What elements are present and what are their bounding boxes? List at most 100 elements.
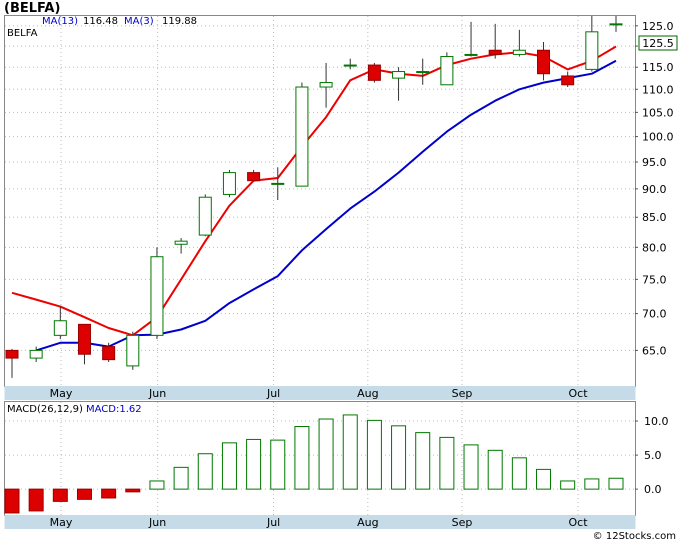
macd-bar-positive <box>487 449 503 490</box>
candle-body-up <box>174 240 188 245</box>
candle <box>440 52 454 86</box>
candle <box>247 169 261 182</box>
price-tick-label: 80.0 <box>642 241 667 254</box>
price-tick-label: 90.0 <box>642 183 667 196</box>
macd-bars <box>4 414 624 514</box>
macd-month-label: Jun <box>148 516 166 529</box>
macd-tick-label: 5.0 <box>644 449 662 462</box>
macd-bar-positive <box>197 453 213 490</box>
price-x-axis-band <box>4 386 636 400</box>
macd-bar-negative <box>76 488 92 500</box>
macd-bar-positive <box>270 439 286 490</box>
candle <box>537 41 551 81</box>
candle <box>585 16 599 72</box>
candle-body-down <box>77 323 91 355</box>
macd-bar-negative <box>4 488 20 514</box>
candle-body-up <box>198 196 212 236</box>
candle <box>150 247 164 340</box>
macd-bar-positive <box>536 468 552 490</box>
candle-body-up <box>343 64 357 67</box>
last-price-label: 125.5 <box>642 37 674 50</box>
macd-bar-negative <box>52 488 68 502</box>
macd-bar-positive <box>391 425 407 490</box>
macd-legend-params: MACD(26,12,9) <box>7 404 83 415</box>
macd-bar-negative <box>28 488 44 512</box>
price-tick-label: 85.0 <box>642 211 667 224</box>
candle-body-up <box>585 31 599 70</box>
candle-body-down <box>102 346 116 361</box>
price-tick-label: 105.0 <box>642 106 674 119</box>
macd-bar-positive <box>608 477 624 490</box>
price-tick-label: 95.0 <box>642 156 667 169</box>
candle-body-down <box>561 75 575 86</box>
macd-tick-label: 10.0 <box>644 415 669 428</box>
price-tick-label: 115.0 <box>642 61 674 74</box>
credit-text: © 12Stocks.com <box>592 531 676 542</box>
macd-legend-value: MACD:1.62 <box>86 404 142 415</box>
legend-ma13-label: MA(13) <box>42 16 78 27</box>
macd-bar-positive <box>173 466 189 490</box>
price-tick-label: 75.0 <box>642 273 667 286</box>
legend-ticker: BELFA <box>7 28 38 39</box>
macd-month-label: Oct <box>569 516 589 529</box>
price-tick-label: 100.0 <box>642 131 674 144</box>
candle <box>102 342 116 362</box>
chart-title: (BELFA) <box>4 1 61 16</box>
candle-body-up <box>319 82 333 88</box>
month-label: Jun <box>148 387 166 400</box>
price-tick-label: 125.0 <box>642 20 674 33</box>
candle <box>29 346 43 362</box>
macd-month-label: May <box>50 516 73 529</box>
candle-body-up <box>222 172 236 195</box>
macd-x-axis: May Jun Jul Aug Sep Oct <box>50 516 589 529</box>
candle-body-up <box>416 71 430 74</box>
legend-ma13-value: 116.48 <box>83 16 118 27</box>
candle-body-up <box>29 349 43 359</box>
candle <box>609 16 623 32</box>
macd-bar-positive <box>584 478 600 490</box>
macd-bar-positive <box>415 432 431 490</box>
price-tick-label: 110.0 <box>642 83 674 96</box>
macd-bar-positive <box>463 444 479 490</box>
candle <box>343 58 357 70</box>
month-label: Sep <box>452 387 473 400</box>
candle-body-up <box>295 86 309 187</box>
macd-bar-positive <box>342 414 358 490</box>
candle <box>561 71 575 88</box>
macd-bar-positive <box>318 418 334 490</box>
candle-body-down <box>367 64 381 81</box>
candle <box>512 29 526 57</box>
macd-bar-positive <box>511 457 527 490</box>
candle-body-down <box>488 49 502 55</box>
candle <box>367 62 381 83</box>
macd-month-label: Sep <box>452 516 473 529</box>
legend-ma3-value: 119.88 <box>162 16 197 27</box>
month-label: Jul <box>266 387 280 400</box>
candle-body-up <box>392 71 406 79</box>
candle-body-down <box>5 349 19 359</box>
macd-bar-positive <box>246 438 262 490</box>
candle <box>126 331 140 370</box>
candle-body-up <box>464 53 478 56</box>
macd-tick-label: 0.0 <box>644 483 662 496</box>
candle <box>392 67 406 101</box>
candle-body-up <box>512 49 526 55</box>
candle <box>464 21 478 57</box>
macd-bar-positive <box>294 426 310 490</box>
candle-body-up <box>440 56 454 86</box>
candle-body-down <box>537 49 551 75</box>
candle <box>222 169 236 198</box>
price-y-axis: 65.0 70.0 75.0 80.0 85.0 90.0 95.0 100.0 105.0 11… <box>635 20 674 357</box>
macd-month-label: Aug <box>357 516 378 529</box>
candle-body-down <box>247 172 261 182</box>
candle-body-up <box>150 256 164 336</box>
candle <box>198 194 212 237</box>
candle-body-up <box>126 334 140 367</box>
price-x-axis: May Jun Jul Aug Sep Oct <box>50 387 589 400</box>
macd-x-axis-band <box>4 515 636 529</box>
legend-ma3-label: MA(3) <box>124 16 154 27</box>
candle <box>416 58 430 85</box>
candle <box>319 62 333 108</box>
month-label: May <box>50 387 73 400</box>
